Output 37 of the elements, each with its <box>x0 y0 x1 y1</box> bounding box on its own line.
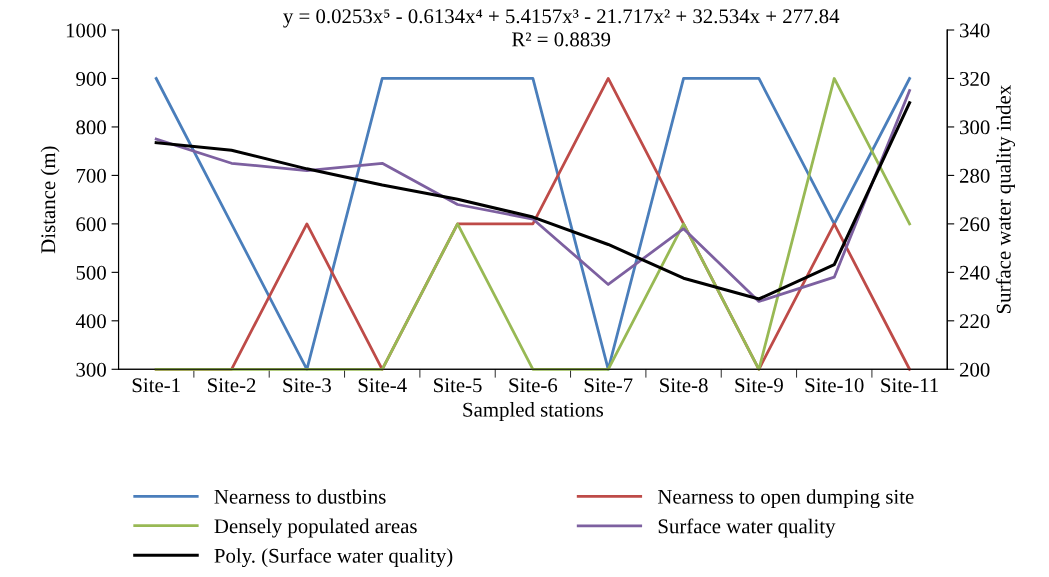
x-axis-title: Sampled stations <box>463 402 604 421</box>
y2-tick-label: 220 <box>959 314 990 329</box>
y-tick-label: 400 <box>75 314 106 329</box>
y-tick-label: 1000 <box>66 23 106 38</box>
y-tick-label: 500 <box>76 265 106 280</box>
y2-tick-label: 320 <box>960 71 990 86</box>
legend-label: Surface water quality <box>658 518 836 538</box>
y-axis-title: Distance (m) <box>40 146 60 254</box>
x-tick-label: Site-1 <box>132 378 180 393</box>
x-tick-label: Site-2 <box>208 378 256 393</box>
x-tick-label: Site-11 <box>881 378 939 393</box>
x-tick-label: Site-3 <box>283 378 331 393</box>
x-tick-label: Site-4 <box>358 378 407 393</box>
y2-tick-label: 240 <box>959 265 990 280</box>
x-tick-label: Site-5 <box>434 378 482 393</box>
y2-axis-title: Surface water quality index <box>995 85 1016 314</box>
legend-label: Nearness to dustbins <box>214 489 386 504</box>
y-tick-label: 700 <box>76 168 106 183</box>
y-tick-label: 300 <box>76 362 106 377</box>
text: y = 0.0253x⁵ - 0.6134x⁴ + 5.4157x³ - 21.717x² + 32.534x + 277.84 <box>283 9 840 28</box>
x-tick-label: Site-7 <box>584 378 633 393</box>
y-tick-label: 900 <box>76 71 106 86</box>
x-tick-label: Site-8 <box>660 378 708 393</box>
y2-tick-label: 260 <box>959 217 990 232</box>
x-tick-label: Site-9 <box>735 378 783 393</box>
y2-tick-label: 200 <box>959 362 990 377</box>
x-tick-label: Site-10 <box>805 378 864 393</box>
legend-label: Poly. (Surface water quality) <box>214 547 453 568</box>
legend-label: Densely populated areas <box>214 518 417 538</box>
y2-tick-label: 280 <box>959 168 990 183</box>
annotation: R² = 0.8839 <box>512 32 611 47</box>
y-tick-label: 600 <box>76 217 106 232</box>
y2-tick-label: 340 <box>960 23 990 38</box>
y-tick-label: 800 <box>76 120 106 135</box>
y2-tick-label: 300 <box>960 120 990 135</box>
x-tick-label: Site-6 <box>509 378 558 393</box>
legend-label: Nearness to open dumping site <box>657 489 914 509</box>
